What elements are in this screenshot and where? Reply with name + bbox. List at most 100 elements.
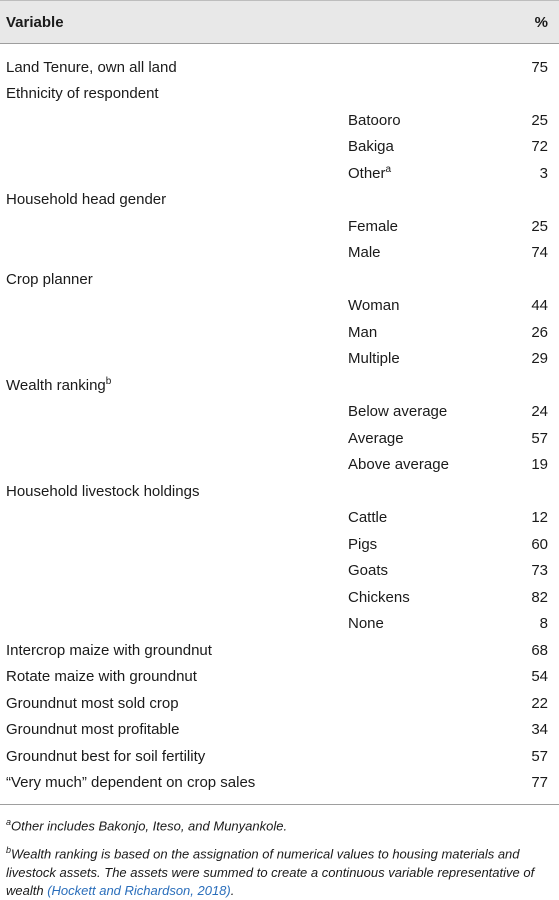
row-category-text: Goats — [348, 562, 389, 580]
row-category-label: Chickens — [348, 589, 410, 606]
row-percent: 73 — [531, 562, 548, 580]
table-row: Crop planner — [0, 266, 559, 293]
header-percent: % — [534, 13, 548, 31]
row-variable-text: Intercrop maize with groundnut — [6, 641, 212, 659]
row-category-label: Multiple — [348, 350, 400, 367]
row-variable-label: “Very much” dependent on crop sales — [6, 774, 255, 791]
table-row: None 8 — [0, 611, 559, 638]
row-variable-label: Wealth rankingb — [6, 376, 111, 394]
row-category-label: Female — [348, 218, 398, 235]
row-category-text: None — [348, 615, 384, 633]
table-row: Goats 73 — [0, 558, 559, 585]
table-row: Bakiga 72 — [0, 134, 559, 161]
row-category-label: Bakiga — [348, 138, 394, 155]
row-percent: 82 — [531, 588, 548, 606]
row-percent: 3 — [539, 164, 548, 182]
row-percent: 60 — [531, 535, 548, 553]
row-category-label: Male — [348, 244, 381, 261]
row-category-text: Batooro — [348, 111, 401, 129]
row-percent: 74 — [531, 244, 548, 262]
row-percent: 24 — [531, 403, 548, 421]
row-category-label: None — [348, 615, 384, 632]
citation-link[interactable]: (Hockett and Richardson, 2018) — [47, 882, 231, 898]
row-variable-label: Crop planner — [6, 271, 93, 288]
row-percent: 57 — [531, 429, 548, 447]
table-row: Batooro 25 — [0, 107, 559, 134]
row-category-text: Cattle — [348, 509, 388, 527]
table-row: Above average 19 — [0, 452, 559, 479]
footnote-a-mark: a — [6, 817, 12, 827]
row-variable-text: Rotate maize with groundnut — [6, 668, 197, 686]
row-percent: 72 — [531, 138, 548, 156]
row-category-label: Below average — [348, 403, 447, 420]
table-row: Household head gender — [0, 187, 559, 214]
row-percent: 12 — [531, 509, 548, 527]
row-percent: 22 — [531, 694, 548, 712]
row-percent: 68 — [531, 641, 548, 659]
row-category-label: Goats — [348, 562, 388, 579]
row-percent: 19 — [531, 456, 548, 474]
row-variable-text: Groundnut best for soil fertility — [6, 747, 206, 765]
row-variable-text: Groundnut most profitable — [6, 721, 180, 739]
row-percent: 26 — [531, 323, 548, 341]
row-category-text: Average — [348, 429, 404, 447]
row-variable-label: Groundnut most profitable — [6, 721, 179, 738]
row-variable-text: Crop planner — [6, 270, 93, 288]
row-variable-label: Household head gender — [6, 191, 166, 208]
row-category-text: Woman — [348, 297, 400, 315]
table-row: Man 26 — [0, 319, 559, 346]
table-row: Below average 24 — [0, 399, 559, 426]
table-row: Average 57 — [0, 425, 559, 452]
footnote-b-end: . — [230, 882, 235, 898]
row-variable-text: Land Tenure, own all land — [6, 58, 177, 76]
row-category-text: Multiple — [348, 350, 400, 368]
row-percent: 25 — [531, 111, 548, 129]
row-category-label: Othera — [348, 164, 391, 182]
row-variable-label: Ethnicity of respondent — [6, 85, 159, 102]
row-percent: 44 — [531, 297, 548, 315]
table-header: Variable % — [0, 0, 559, 44]
table-row: Pigs 60 — [0, 531, 559, 558]
row-variable-label: Groundnut most sold crop — [6, 695, 179, 712]
table-row: Multiple 29 — [0, 346, 559, 373]
footnote-b-text: Wealth ranking is based on the assignati… — [6, 846, 535, 898]
row-variable-label: Groundnut best for soil fertility — [6, 748, 205, 765]
row-variable-label: Rotate maize with groundnut — [6, 668, 197, 685]
table-row: Groundnut most sold crop 22 — [0, 690, 559, 717]
row-category-text: Other — [348, 165, 386, 183]
table-row: Chickens 82 — [0, 584, 559, 611]
row-category-label: Average — [348, 430, 404, 447]
row-variable-text: Wealth ranking — [6, 377, 106, 395]
row-category-label: Batooro — [348, 112, 401, 129]
footnote-marker: a — [385, 164, 392, 176]
footnote-b: bWealth ranking is based on the assignat… — [6, 841, 553, 899]
table-bottom-rule — [0, 804, 559, 805]
row-variable-label: Household livestock holdings — [6, 483, 199, 500]
table-row: Rotate maize with groundnut 54 — [0, 664, 559, 691]
row-category-label: Pigs — [348, 536, 377, 553]
table-row: Household livestock holdings — [0, 478, 559, 505]
table-row: Intercrop maize with groundnut 68 — [0, 637, 559, 664]
table-row: Ethnicity of respondent — [0, 81, 559, 108]
row-variable-text: Ethnicity of respondent — [6, 85, 159, 103]
table-row: Woman 44 — [0, 293, 559, 320]
footnotes: aOther includes Bakonjo, Iteso, and Muny… — [0, 805, 559, 900]
row-category-text: Pigs — [348, 535, 378, 553]
row-category-label: Man — [348, 324, 377, 341]
row-category-label: Woman — [348, 297, 399, 314]
row-percent: 34 — [531, 721, 548, 739]
row-category-text: Below average — [348, 403, 448, 421]
footnote-b-mark: b — [6, 845, 12, 856]
row-variable-label: Land Tenure, own all land — [6, 59, 177, 76]
table-row: Groundnut best for soil fertility 57 — [0, 743, 559, 770]
row-percent: 8 — [539, 615, 548, 633]
table-row: Groundnut most profitable 34 — [0, 717, 559, 744]
footnote-a: aOther includes Bakonjo, Iteso, and Muny… — [6, 813, 553, 835]
row-category-text: Man — [348, 323, 378, 341]
row-category-text: Above average — [348, 456, 449, 474]
row-percent: 57 — [531, 747, 548, 765]
row-category-text: Bakiga — [348, 138, 394, 156]
table-row: Land Tenure, own all land 75 — [0, 54, 559, 81]
row-percent: 75 — [531, 58, 548, 76]
